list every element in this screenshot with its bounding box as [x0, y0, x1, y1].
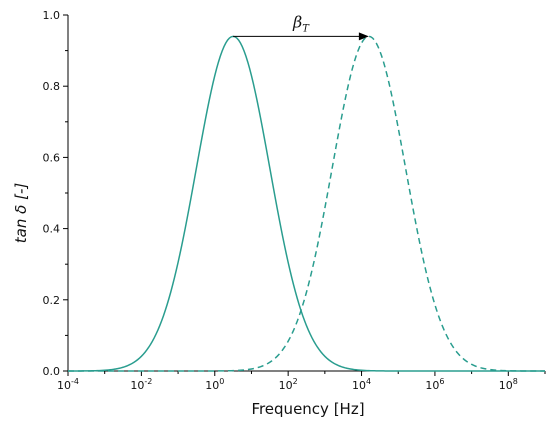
series-dashed-line [68, 35, 545, 372]
y-axis-title: tan δ [-] [12, 183, 30, 244]
x-tick-label: 108 [499, 377, 518, 392]
y-tick-label: 0.0 [43, 365, 61, 378]
y-tick-label: 1.0 [43, 9, 61, 22]
y-tick-label: 0.2 [43, 294, 61, 307]
shift-arrow-head [358, 32, 369, 41]
series [67, 35, 545, 372]
x-tick-label: 102 [279, 377, 298, 392]
x-tick-label: 100 [205, 377, 224, 392]
x-tick-label: 10-4 [57, 377, 79, 392]
x-tick-label: 10-2 [130, 377, 152, 392]
ticks: 0.0 0.2 0.4 0.6 0.8 1.0 10-4 10-2 100 102 104 106 10… [43, 9, 546, 392]
x-tick-label: 104 [352, 377, 371, 392]
beta-shift-annotation: βT [233, 12, 369, 41]
series-solid-line [67, 35, 545, 372]
y-tick-label: 0.4 [43, 223, 61, 236]
y-tick-label: 0.8 [43, 80, 61, 93]
beta-t-label: βT [292, 12, 310, 34]
axes [67, 15, 545, 372]
x-axis-title: Frequency [Hz] [251, 400, 364, 418]
x-tick-label: 106 [425, 377, 444, 392]
y-tick-label: 0.6 [43, 151, 61, 164]
